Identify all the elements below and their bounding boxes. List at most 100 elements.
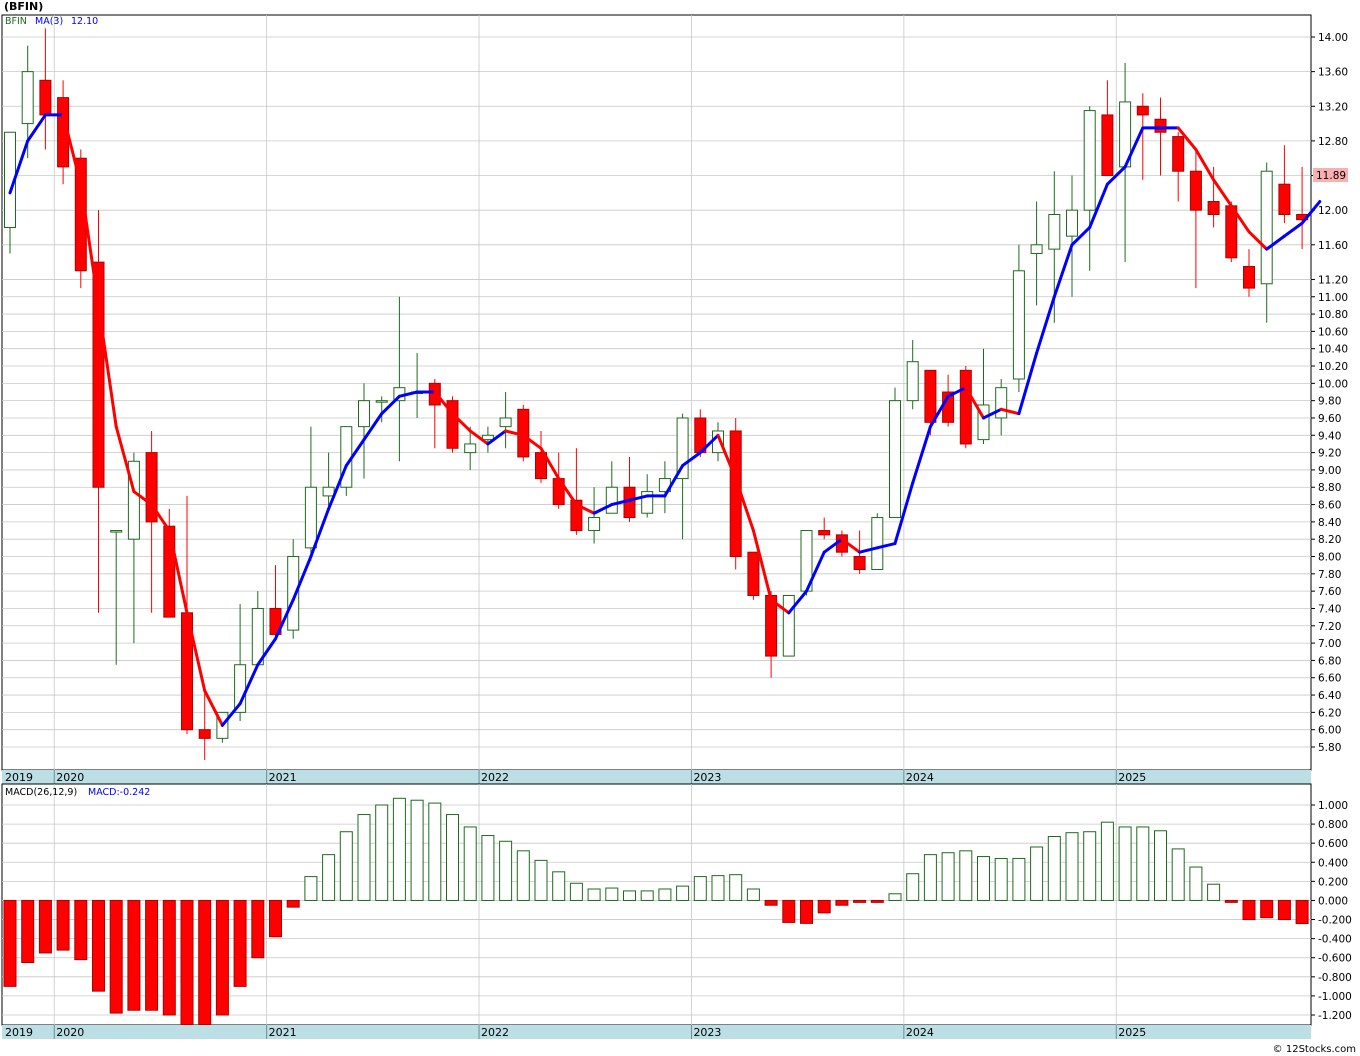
macd-bar [1171, 848, 1185, 901]
copyright-text: © 12Stocks.com [1273, 1044, 1356, 1055]
price-y-tick-label: 7.20 [1318, 621, 1341, 633]
price-y-tick-label: 8.80 [1318, 482, 1341, 494]
macd-bar [1154, 830, 1167, 901]
price-y-tick-label: 10.60 [1318, 326, 1348, 338]
candle-body [251, 607, 264, 666]
macd-label: MACD(26,12,9) [5, 787, 77, 798]
ma-segment [734, 477, 755, 533]
price-x-tick-label: 2022 [481, 771, 509, 784]
candle-body [1030, 244, 1043, 254]
candle-body [977, 404, 990, 441]
price-y-tick-label: 10.00 [1318, 378, 1348, 390]
ma-segment [504, 429, 525, 437]
candle [92, 210, 105, 613]
candle [375, 396, 388, 423]
ma-segment [1088, 182, 1109, 229]
macd-bar [357, 814, 371, 901]
ma-segment [663, 464, 685, 498]
ma-segment [132, 490, 154, 507]
macd-bar [1277, 899, 1291, 921]
candle-body [358, 400, 370, 428]
candle-body [782, 594, 795, 657]
candle-body [375, 400, 388, 403]
macd-bar [1100, 821, 1114, 901]
macd-bar [888, 893, 902, 901]
ma-segment [539, 446, 561, 481]
candle-body [605, 486, 618, 514]
ma-segment [344, 438, 366, 468]
ma-segment [592, 503, 614, 515]
candle-body [747, 551, 760, 596]
macd-bar [1047, 836, 1061, 901]
candle-body [818, 530, 831, 536]
candle [977, 348, 990, 444]
macd-y-tick-label: -0.800 [1318, 972, 1352, 984]
macd-bar [499, 840, 513, 901]
macd-bar [569, 882, 583, 901]
ma-segment [1212, 178, 1233, 208]
macd-y-tick-label: -0.200 [1318, 915, 1352, 927]
macd-bar [74, 899, 88, 961]
candle-body [1260, 170, 1273, 285]
macd-bar [286, 899, 300, 908]
macd-bar [764, 899, 778, 906]
ma-segment [26, 113, 47, 143]
macd-bar [693, 876, 707, 901]
candle [145, 430, 158, 613]
price-y-tick-label: 14.00 [1318, 32, 1348, 44]
macd-y-tick-label: 0.600 [1318, 838, 1348, 850]
candle-body [198, 729, 211, 739]
candle [1012, 244, 1025, 392]
candle-body [304, 486, 317, 549]
candle [446, 396, 459, 453]
candle [287, 539, 300, 639]
ma-segment [309, 507, 331, 559]
candle [358, 383, 370, 479]
ma-segment [97, 303, 118, 429]
price-y-tick-label: 7.60 [1318, 586, 1341, 598]
ma-segment [521, 433, 543, 450]
candle-body [1012, 270, 1025, 380]
macd-bar [906, 873, 920, 901]
macd-y-axis: -1.200 -1.000 -0.800 -0.600 -0.400 -0.200 0.00… [1311, 800, 1352, 1022]
ma-segment [716, 433, 738, 481]
candle [1101, 80, 1114, 177]
ma-segment [1247, 230, 1269, 251]
candle [782, 594, 795, 657]
macd-bar [835, 899, 849, 906]
price-y-tick-label: 8.20 [1318, 534, 1341, 546]
price-x-tick-label: 2025 [1118, 771, 1146, 784]
ma-segment [397, 390, 419, 398]
candle [110, 530, 123, 665]
ma-segment [274, 598, 295, 641]
candle-body [1189, 170, 1202, 211]
macd-y-tick-label: 0.800 [1318, 819, 1348, 831]
ma-segment [751, 529, 773, 602]
candle [818, 517, 831, 540]
macd-bar [1118, 826, 1132, 901]
candle-body [1083, 110, 1096, 211]
macd-y-tick-label: 0.200 [1318, 876, 1348, 888]
macd-bar [1189, 866, 1203, 901]
ma-segment [1176, 126, 1198, 152]
macd-x-tick-label: 2021 [269, 1026, 297, 1039]
price-x-axis-band [2, 770, 1311, 784]
candle [304, 426, 317, 561]
ma-segment [1123, 126, 1145, 169]
ma-segment [433, 390, 454, 416]
candle [198, 690, 211, 760]
macd-bar [516, 850, 530, 901]
ma-segment [964, 386, 985, 420]
macd-y-tick-label: -0.600 [1318, 953, 1352, 965]
price-y-tick-label: 7.40 [1318, 603, 1341, 615]
macd-x-tick-label: 2019 [5, 1026, 33, 1039]
price-y-tick-label: 5.80 [1318, 742, 1341, 754]
macd-bar [233, 899, 247, 987]
candle-body [535, 452, 547, 480]
macd-bar [676, 885, 690, 901]
macd-panel: -1.200 -1.000 -0.800 -0.600 -0.400 -0.200 0.00… [1, 783, 1352, 1026]
macd-bar [1083, 831, 1097, 901]
price-y-tick-label: 13.60 [1318, 67, 1348, 79]
macd-bar [1260, 899, 1274, 919]
